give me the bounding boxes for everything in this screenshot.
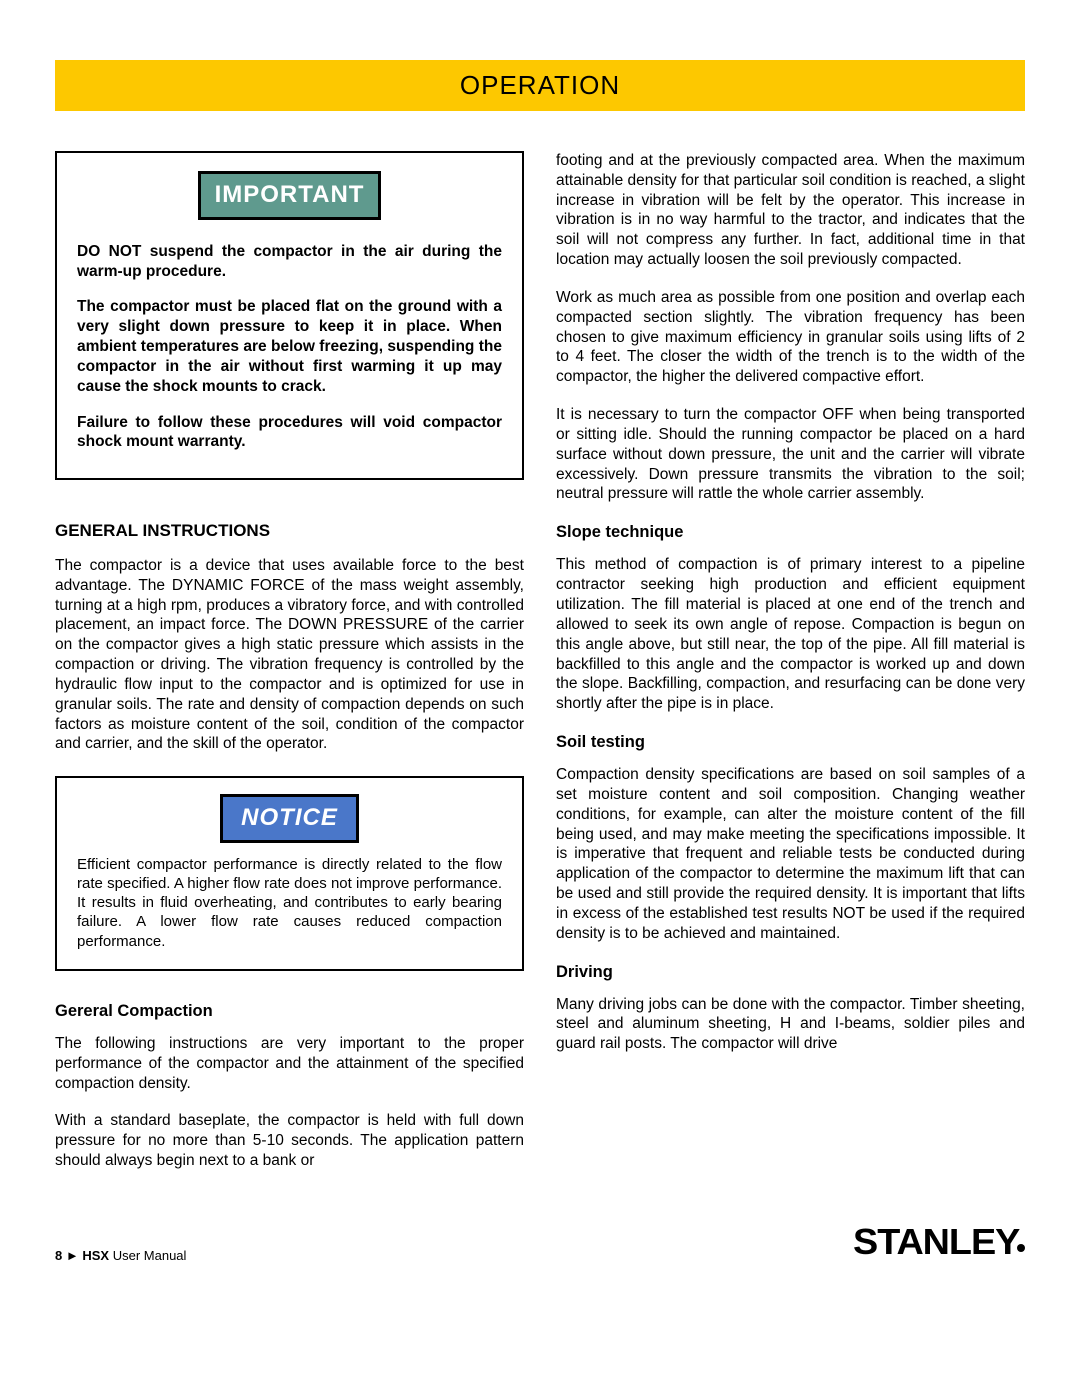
section-banner: OPERATION [55, 60, 1025, 111]
right-column: footing and at the previously compacted … [556, 151, 1025, 1171]
heading-slope: Slope technique [556, 522, 1025, 543]
notice-box: NOTICE Efficient compactor performance i… [55, 776, 524, 971]
heading-driving: Driving [556, 962, 1025, 983]
brand-text: STANLEY [853, 1221, 1019, 1263]
content-columns: IMPORTANT DO NOT suspend the compactor i… [55, 151, 1025, 1171]
page-reference: 8 ► HSX User Manual [55, 1248, 186, 1263]
right-cont-p3: It is necessary to turn the compactor OF… [556, 405, 1025, 504]
general-compaction-p1: The following instructions are very impo… [55, 1034, 524, 1093]
soil-p: Compaction density specifications are ba… [556, 765, 1025, 943]
notice-p: Efficient compactor performance is direc… [77, 855, 502, 951]
brand-logo: STANLEY [857, 1221, 1025, 1263]
important-p1: DO NOT suspend the compactor in the air … [77, 242, 502, 282]
important-p2: The compactor must be placed flat on the… [77, 297, 502, 396]
heading-general-compaction: Gereral Compaction [55, 1001, 524, 1022]
important-box: IMPORTANT DO NOT suspend the compactor i… [55, 151, 524, 480]
driving-p: Many driving jobs can be done with the c… [556, 995, 1025, 1054]
brand-dot-icon [1017, 1244, 1025, 1252]
page-tri: ► [66, 1248, 79, 1263]
right-cont-p1: footing and at the previously compacted … [556, 151, 1025, 270]
general-instructions-p: The compactor is a device that uses avai… [55, 556, 524, 754]
notice-label: NOTICE [220, 794, 359, 843]
slope-p: This method of compaction is of primary … [556, 555, 1025, 714]
page-number: 8 [55, 1248, 62, 1263]
general-compaction-p2: With a standard baseplate, the compactor… [55, 1111, 524, 1170]
product-code: HSX [82, 1248, 109, 1263]
left-column: IMPORTANT DO NOT suspend the compactor i… [55, 151, 524, 1171]
right-cont-p2: Work as much area as possible from one p… [556, 288, 1025, 387]
heading-soil: Soil testing [556, 732, 1025, 753]
heading-general-instructions: GENERAL INSTRUCTIONS [55, 520, 524, 542]
notice-label-wrap: NOTICE [77, 794, 502, 843]
important-p3: Failure to follow these procedures will … [77, 413, 502, 453]
doc-label: User Manual [113, 1248, 187, 1263]
important-label: IMPORTANT [198, 171, 382, 220]
page-footer: 8 ► HSX User Manual STANLEY [55, 1221, 1025, 1263]
section-banner-title: OPERATION [460, 70, 620, 100]
important-label-wrap: IMPORTANT [77, 171, 502, 220]
